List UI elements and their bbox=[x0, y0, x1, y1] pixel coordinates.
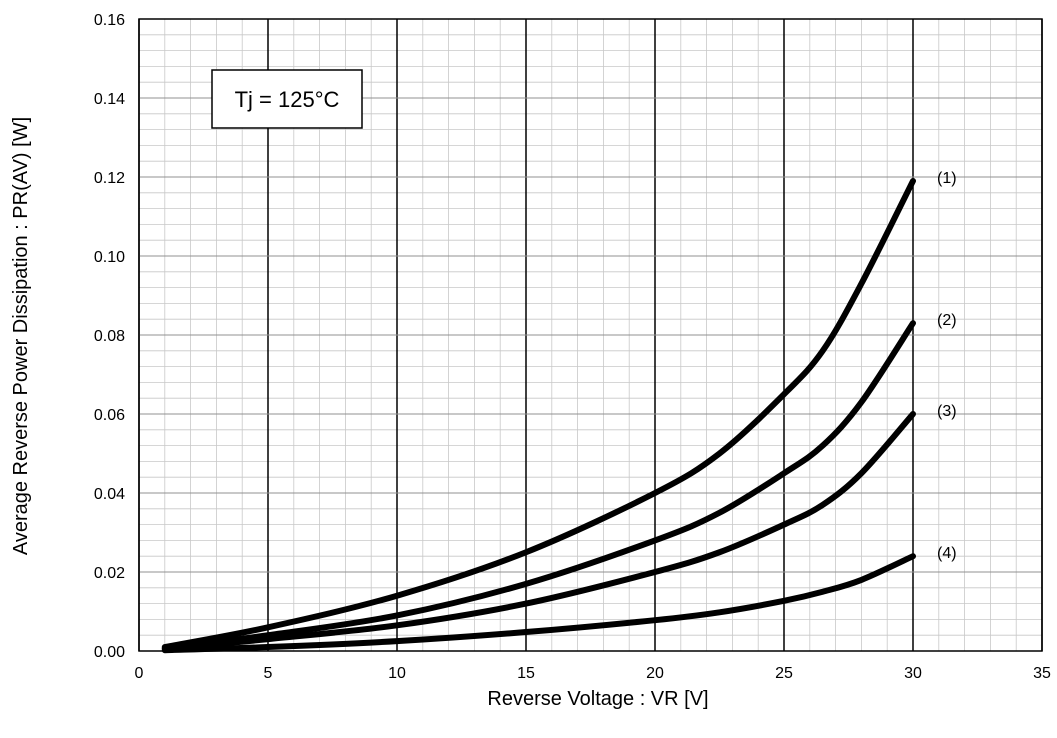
x-tick-label: 30 bbox=[904, 665, 922, 682]
series-line-4 bbox=[161, 553, 916, 654]
x-tick-label: 5 bbox=[264, 665, 273, 682]
plot-frame bbox=[138, 18, 1043, 652]
x-tick-label: 10 bbox=[388, 665, 406, 682]
y-tick-label: 0.10 bbox=[94, 249, 125, 266]
annotation-text: Tj = 125°C bbox=[235, 87, 340, 112]
annotation-frame bbox=[211, 69, 363, 129]
y-axis-title: Average Reverse Power Dissipation : PR(A… bbox=[10, 117, 32, 555]
series-label-4: (4) bbox=[937, 545, 957, 562]
y-tick-label: 0.06 bbox=[94, 407, 125, 424]
x-axis-ticks: 0 5 10 15 20 25 30 35 bbox=[135, 665, 1051, 682]
series-line-3 bbox=[161, 411, 916, 653]
x-tick-label: 35 bbox=[1033, 665, 1051, 682]
y-tick-label: 0.02 bbox=[94, 565, 125, 582]
y-tick-label: 0.04 bbox=[94, 486, 125, 503]
y-tick-label: 0.00 bbox=[94, 644, 125, 661]
y-axis-ticks: 0.00 0.02 0.04 0.06 0.08 0.10 0.12 0.14 0.16 bbox=[94, 12, 125, 661]
series-layer: (1) (2) (3) (4) bbox=[161, 170, 957, 654]
series-line-1 bbox=[161, 177, 916, 651]
series-label-1: (1) bbox=[937, 170, 957, 187]
x-tick-label: 25 bbox=[775, 665, 793, 682]
x-tick-label: 0 bbox=[135, 665, 144, 682]
series-label-2: (2) bbox=[937, 312, 957, 329]
annotation-box: Tj = 125°C bbox=[211, 69, 363, 129]
series-label-3: (3) bbox=[937, 403, 957, 420]
y-tick-label: 0.12 bbox=[94, 170, 125, 187]
x-tick-label: 20 bbox=[646, 665, 664, 682]
x-axis-title: Reverse Voltage : VR [V] bbox=[487, 688, 708, 710]
y-tick-label: 0.14 bbox=[94, 91, 125, 108]
x-tick-label: 15 bbox=[517, 665, 535, 682]
series-line-2 bbox=[161, 320, 916, 652]
y-tick-label: 0.16 bbox=[94, 12, 125, 29]
y-tick-label: 0.08 bbox=[94, 328, 125, 345]
